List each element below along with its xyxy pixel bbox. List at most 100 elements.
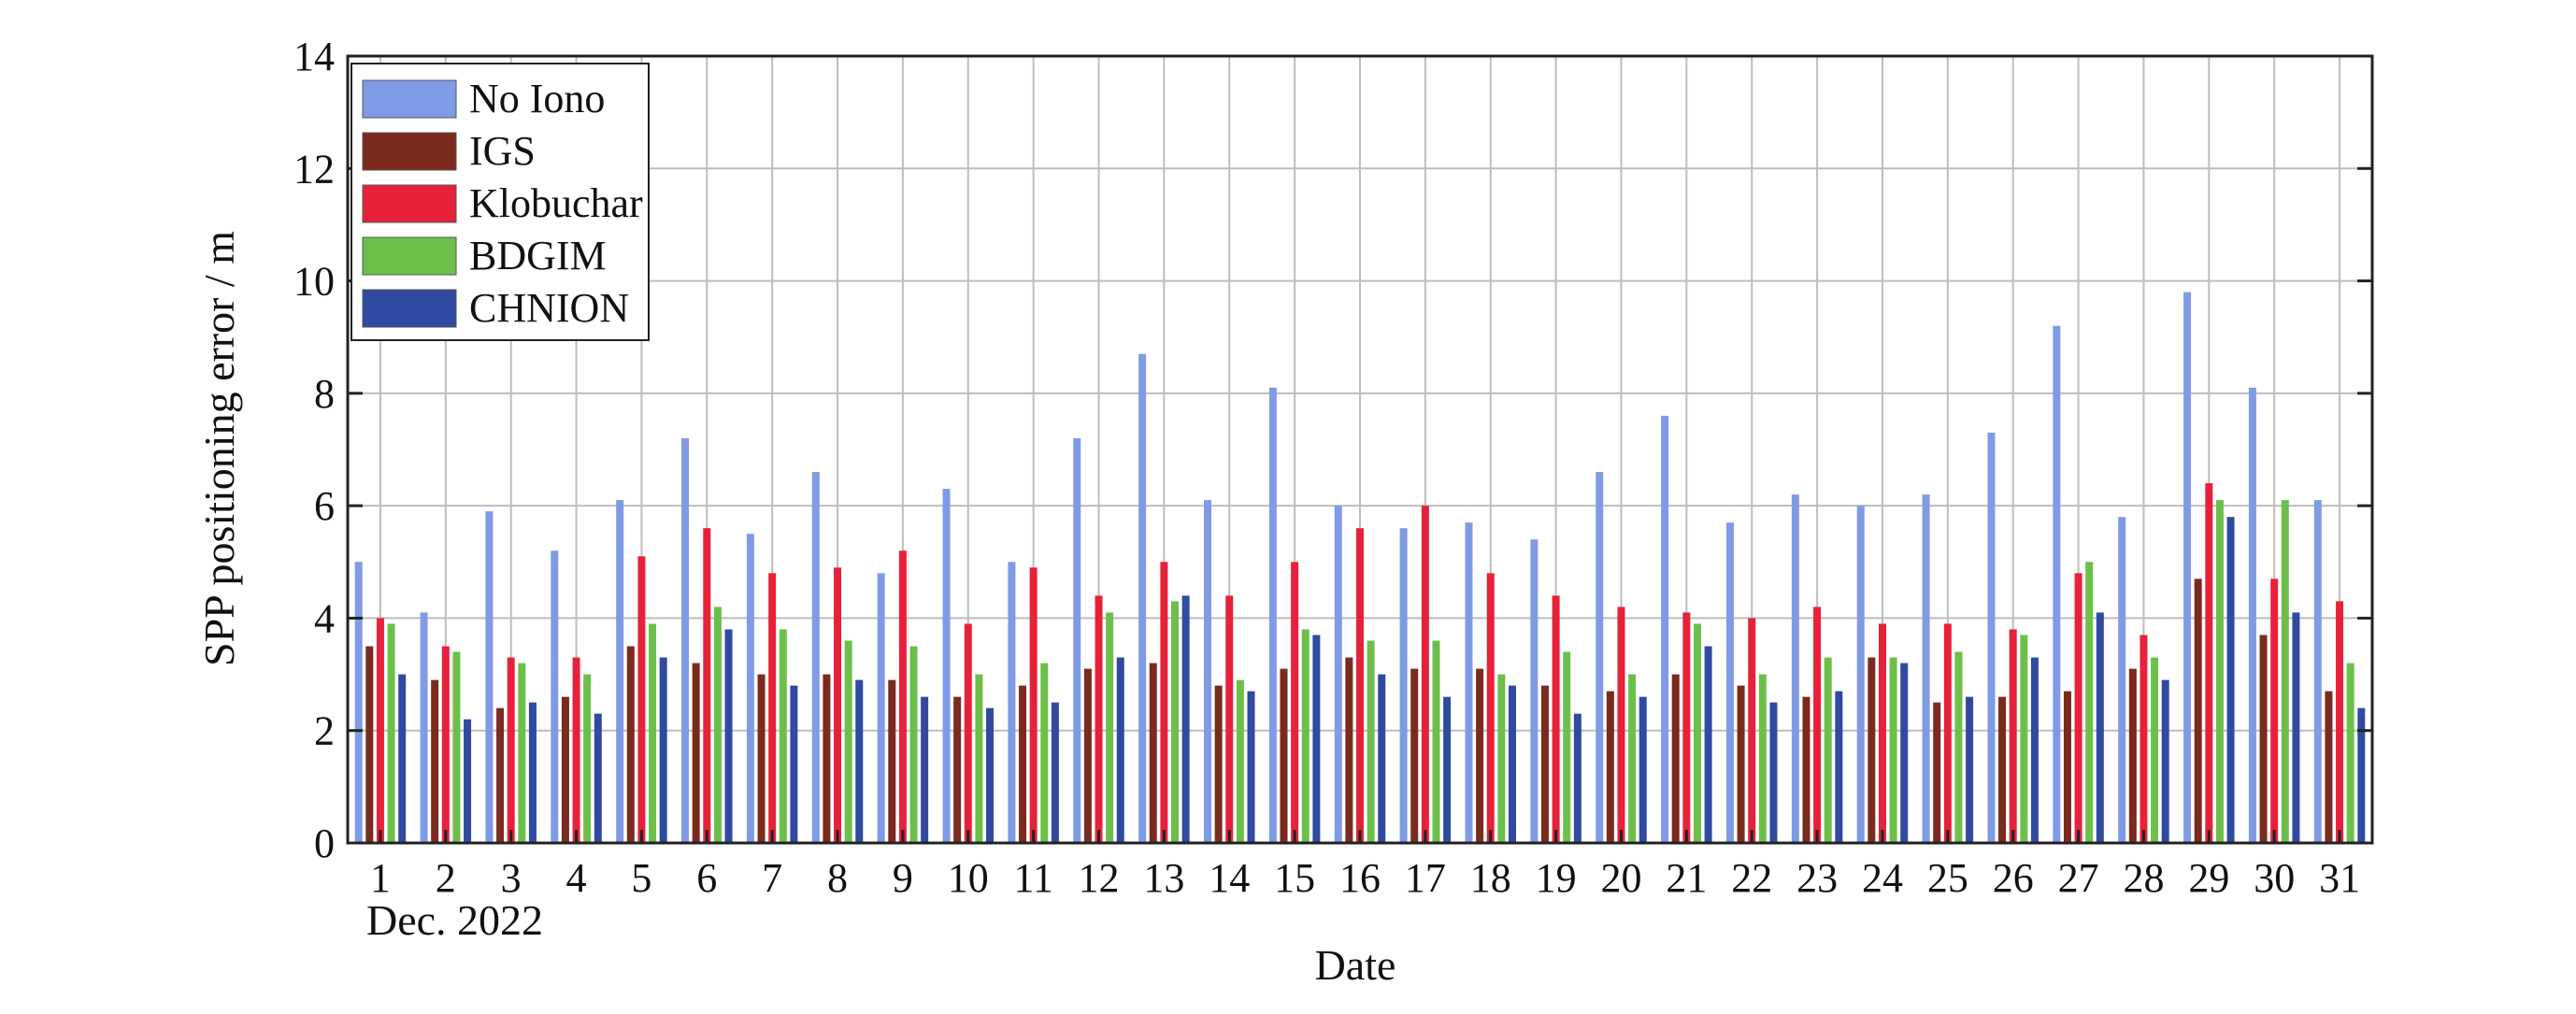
bar-no-iono-13 xyxy=(1138,353,1147,843)
bar-no-iono-5 xyxy=(616,500,624,843)
bar-chnion-25 xyxy=(1966,696,1974,843)
bar-chnion-9 xyxy=(921,696,929,843)
bar-klobuchar-11 xyxy=(1029,567,1038,843)
bar-no-iono-6 xyxy=(681,437,690,843)
x-tick-label: 20 xyxy=(1600,855,1641,901)
bar-bdgim-7 xyxy=(779,629,787,843)
bar-klobuchar-14 xyxy=(1225,595,1234,843)
bar-no-iono-26 xyxy=(1987,432,1996,843)
bar-klobuchar-22 xyxy=(1748,618,1756,843)
bar-chnion-26 xyxy=(2030,657,2039,843)
legend-label-chnion: CHNION xyxy=(469,285,629,331)
bar-bdgim-15 xyxy=(1301,629,1309,843)
bar-igs-17 xyxy=(1410,668,1419,843)
legend-label-klobuchar: Klobuchar xyxy=(469,180,643,226)
bar-chnion-2 xyxy=(464,719,472,843)
bar-igs-4 xyxy=(561,696,569,843)
bar-bdgim-28 xyxy=(2151,657,2159,843)
bar-no-iono-16 xyxy=(1334,506,1342,843)
bar-chnion-11 xyxy=(1051,702,1059,843)
bar-chnion-23 xyxy=(1835,691,1843,843)
bar-chnion-28 xyxy=(2161,679,2169,843)
bar-klobuchar-28 xyxy=(2140,635,2148,843)
bar-chnion-12 xyxy=(1116,657,1124,843)
legend-swatch-klobuchar xyxy=(362,184,457,223)
bar-chnion-27 xyxy=(2096,612,2104,843)
bar-chnion-24 xyxy=(1900,663,1909,843)
bar-bdgim-9 xyxy=(909,646,918,843)
bar-igs-1 xyxy=(365,646,374,843)
bar-bdgim-17 xyxy=(1432,640,1440,843)
bar-no-iono-8 xyxy=(811,472,820,843)
bar-no-iono-21 xyxy=(1661,415,1669,843)
bar-bdgim-8 xyxy=(844,640,852,843)
x-tick-label: 5 xyxy=(631,855,651,901)
bar-igs-31 xyxy=(2325,691,2333,843)
legend: No Iono IGS Klobuchar BDGIM CHNION xyxy=(351,63,650,341)
bar-klobuchar-9 xyxy=(898,550,907,843)
legend-label-bdgim: BDGIM xyxy=(469,233,607,278)
legend-swatch-igs xyxy=(362,132,457,171)
bar-chnion-5 xyxy=(659,657,667,843)
bar-bdgim-18 xyxy=(1497,674,1506,843)
bar-chnion-14 xyxy=(1247,691,1255,843)
x-tick-label: 29 xyxy=(2188,855,2229,901)
bar-klobuchar-24 xyxy=(1878,623,1886,843)
x-tick-label: 21 xyxy=(1666,855,1707,901)
bar-chnion-13 xyxy=(1181,595,1190,843)
bar-bdgim-29 xyxy=(2215,500,2224,843)
legend-label-igs: IGS xyxy=(469,128,536,174)
legend-swatch-no-iono xyxy=(362,79,457,119)
bar-no-iono-14 xyxy=(1204,500,1212,843)
bar-klobuchar-25 xyxy=(1943,623,1952,843)
x-tick-label: 17 xyxy=(1405,855,1446,901)
bar-no-iono-17 xyxy=(1399,528,1408,843)
bar-bdgim-10 xyxy=(975,674,983,843)
bar-klobuchar-20 xyxy=(1617,607,1625,843)
bar-klobuchar-31 xyxy=(2336,601,2344,843)
bars xyxy=(354,292,2366,844)
bar-klobuchar-19 xyxy=(1552,595,1560,843)
y-tick-label: 2 xyxy=(314,708,335,754)
bar-chnion-19 xyxy=(1573,713,1581,843)
x-tick-label: 6 xyxy=(696,855,717,901)
bar-bdgim-13 xyxy=(1171,601,1180,843)
bar-igs-24 xyxy=(1868,657,1876,843)
bar-bdgim-5 xyxy=(649,623,657,843)
y-tick-label: 12 xyxy=(293,146,335,192)
bar-igs-11 xyxy=(1019,685,1027,843)
x-tick-label: 23 xyxy=(1796,855,1838,901)
bar-igs-23 xyxy=(1802,696,1810,843)
bar-klobuchar-18 xyxy=(1486,573,1495,843)
y-tick-labels: 0 2 4 6 8 10 12 14 xyxy=(293,34,335,866)
bar-chnion-1 xyxy=(398,674,407,843)
bar-chnion-10 xyxy=(986,707,995,843)
bar-igs-7 xyxy=(757,674,766,843)
bar-no-iono-25 xyxy=(1922,494,1930,843)
bar-bdgim-22 xyxy=(1758,674,1767,843)
x-tick-label: 8 xyxy=(827,855,848,901)
bar-igs-25 xyxy=(1933,702,1941,843)
bar-no-iono-19 xyxy=(1530,539,1538,843)
bar-klobuchar-30 xyxy=(2270,578,2279,843)
bar-klobuchar-29 xyxy=(2205,483,2213,843)
x-tick-label: 27 xyxy=(2058,855,2099,901)
bar-no-iono-3 xyxy=(485,511,494,843)
bar-igs-18 xyxy=(1476,668,1484,843)
bar-igs-5 xyxy=(626,646,635,843)
bar-chnion-16 xyxy=(1378,674,1386,843)
bar-bdgim-3 xyxy=(518,663,526,843)
bar-bdgim-24 xyxy=(1889,657,1897,843)
bar-klobuchar-26 xyxy=(2009,629,2017,843)
bar-bdgim-14 xyxy=(1236,679,1244,843)
bar-igs-22 xyxy=(1737,685,1745,843)
bar-bdgim-12 xyxy=(1106,612,1114,843)
bar-no-iono-29 xyxy=(2183,292,2192,844)
y-tick-label: 10 xyxy=(293,259,335,305)
bar-igs-9 xyxy=(888,679,896,843)
bar-klobuchar-12 xyxy=(1095,595,1103,843)
legend-swatch-bdgim xyxy=(362,236,457,276)
bar-no-iono-24 xyxy=(1856,506,1865,843)
x-tick-label: 16 xyxy=(1339,855,1381,901)
